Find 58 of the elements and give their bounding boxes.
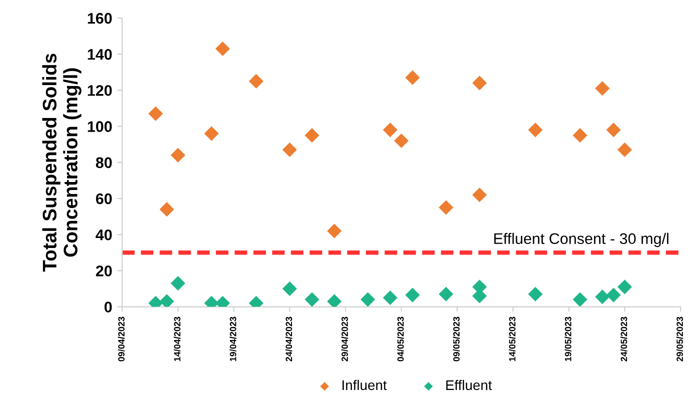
point [382,290,398,306]
point [595,81,610,96]
x-tick-label: 09/05/2023 [452,316,460,362]
point [438,286,454,302]
point [572,128,588,143]
point [248,74,264,88]
legend-label: Effluent [446,380,492,390]
x-tick-label: 19/04/2023 [230,316,236,362]
point [170,148,186,162]
x-tick-label: 14/05/2023 [508,316,516,362]
point [595,290,610,304]
point [148,106,163,121]
point [382,122,398,138]
point [282,142,297,158]
x-tick-label: 04/05/2023 [397,316,404,362]
point [304,292,320,307]
x-tick-label: 29/05/2023 [676,316,684,362]
x-tick-label: 14/04/2023 [174,316,181,362]
y-tick-label: 20 [96,266,112,276]
point [438,200,454,215]
y-axis-title: Total Suspended Solids Concentration (mg/l) [42,54,82,272]
y-tick-label: 140 [88,49,112,60]
point [160,202,174,217]
point [394,133,409,148]
point [472,76,487,90]
x-tick-label: 24/04/2023 [285,316,292,362]
y-tick-label: 0 [104,302,112,312]
x-tick-label: 29/04/2023 [341,316,348,362]
point [405,288,420,302]
point [606,122,621,138]
point [327,224,342,238]
y-tick-label: 160 [88,12,112,24]
point [282,281,297,296]
point [204,126,219,141]
point [528,286,543,302]
point [617,142,632,158]
point [304,128,320,143]
y-tick-label: 80 [96,157,112,168]
point [405,70,420,85]
legend-label: Influent [342,380,387,390]
y-tick-label: 100 [88,121,112,132]
point [606,288,621,302]
point [617,280,632,294]
point [327,294,342,307]
ref-line-label: Effluent Consent - 30 mg/l [494,232,668,248]
x-tick-label: 24/05/2023 [620,316,628,362]
y-tick-label: 60 [96,193,112,204]
y-tick-label: 120 [88,85,112,96]
y-tick-label: 40 [96,229,112,240]
point [360,292,376,307]
point [528,122,543,138]
x-tick-label: 09/04/2023 [118,316,125,362]
point [472,188,487,202]
point [160,294,174,307]
point [572,292,588,307]
point [215,41,230,56]
point [170,276,186,291]
x-tick-label: 19/05/2023 [564,316,572,362]
